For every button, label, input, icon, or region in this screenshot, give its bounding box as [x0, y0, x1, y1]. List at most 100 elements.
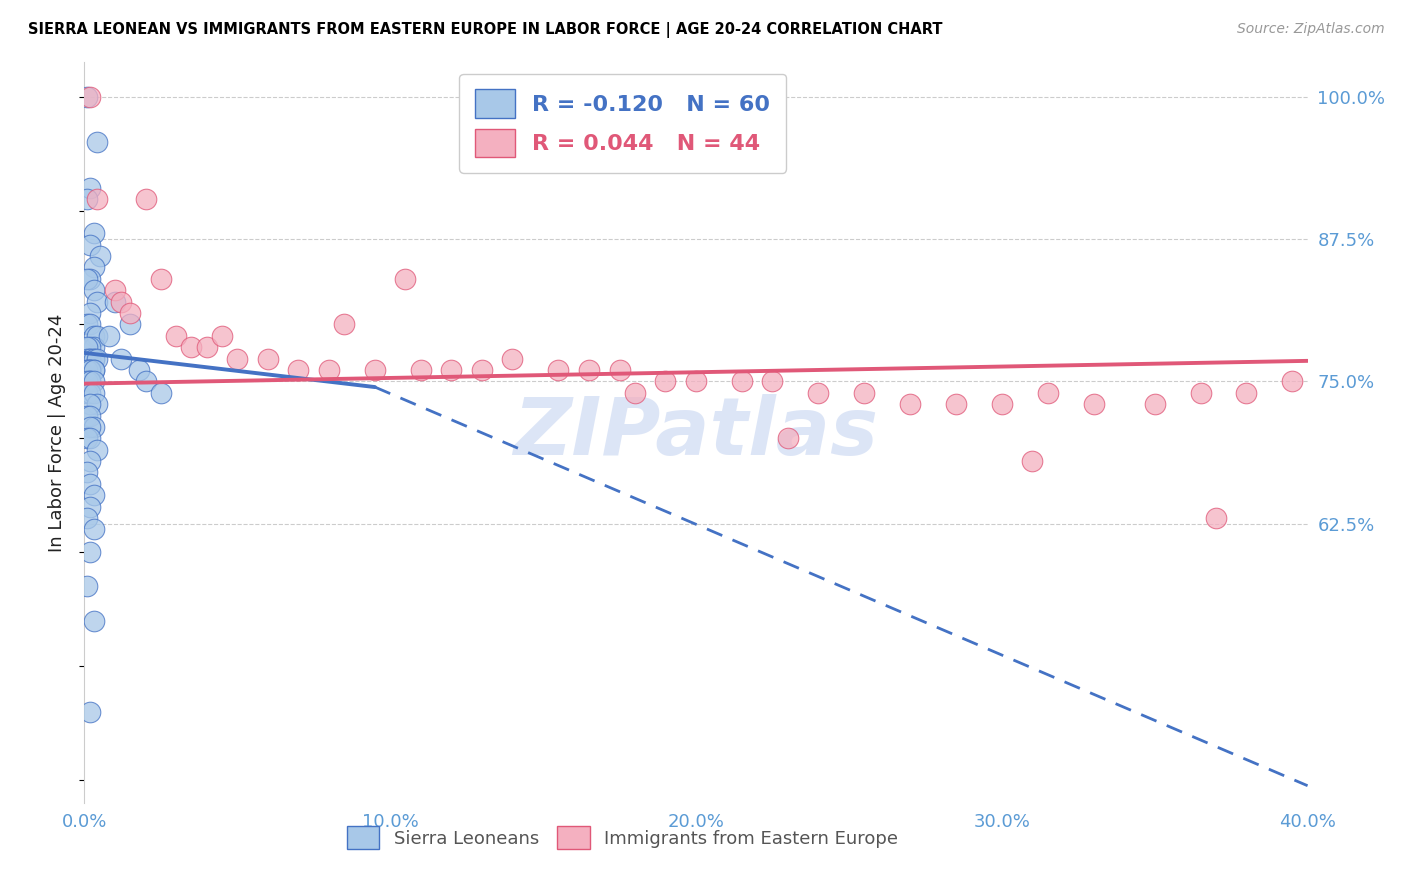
Point [79, 89, 101, 103]
Point [76, 579, 98, 593]
Point [83, 523, 105, 537]
Point [83, 420, 105, 434]
Point [1205, 511, 1227, 525]
Point [79, 363, 101, 377]
Point [120, 318, 142, 332]
Point [83, 340, 105, 354]
Point [79, 420, 101, 434]
Point [86, 351, 108, 366]
Point [83, 260, 105, 275]
Point [471, 363, 494, 377]
Point [1236, 385, 1258, 400]
Point [731, 375, 754, 389]
Point [685, 375, 707, 389]
Point [776, 431, 799, 445]
Point [79, 409, 101, 423]
Point [195, 340, 218, 354]
Point [83, 283, 105, 297]
Legend: Sierra Leoneans, Immigrants from Eastern Europe: Sierra Leoneans, Immigrants from Eastern… [340, 819, 905, 856]
Point [104, 294, 127, 309]
Point [654, 375, 676, 389]
Point [79, 180, 101, 194]
Point [76, 318, 98, 332]
Point [86, 192, 108, 206]
Point [609, 363, 631, 377]
Point [86, 328, 108, 343]
Text: SIERRA LEONEAN VS IMMIGRANTS FROM EASTERN EUROPE IN LABOR FORCE | AGE 20-24 CORR: SIERRA LEONEAN VS IMMIGRANTS FROM EASTER… [28, 22, 942, 38]
Point [83, 375, 105, 389]
Point [76, 466, 98, 480]
Point [76, 431, 98, 445]
Point [287, 363, 309, 377]
Point [578, 363, 600, 377]
Point [76, 363, 98, 377]
Point [79, 397, 101, 411]
Point [79, 375, 101, 389]
Point [79, 476, 101, 491]
Point [409, 363, 432, 377]
Point [83, 363, 105, 377]
Point [79, 545, 101, 559]
Point [83, 363, 105, 377]
Point [86, 397, 108, 411]
Point [149, 272, 172, 286]
Point [83, 351, 105, 366]
Point [135, 192, 157, 206]
Point [1189, 385, 1212, 400]
Text: ZIPatlas: ZIPatlas [513, 393, 879, 472]
Point [1143, 397, 1166, 411]
Point [79, 500, 101, 514]
Point [120, 306, 142, 320]
Point [991, 397, 1014, 411]
Point [79, 272, 101, 286]
Point [110, 294, 132, 309]
Text: Source: ZipAtlas.com: Source: ZipAtlas.com [1237, 22, 1385, 37]
Point [76, 375, 98, 389]
Point [226, 351, 249, 366]
Point [318, 363, 340, 377]
Point [83, 351, 105, 366]
Point [547, 363, 569, 377]
Point [79, 385, 101, 400]
Point [79, 375, 101, 389]
Point [86, 135, 108, 149]
Point [440, 363, 463, 377]
Point [257, 351, 280, 366]
Point [79, 363, 101, 377]
Point [624, 385, 647, 400]
Point [502, 351, 524, 366]
Point [104, 283, 127, 297]
Point [79, 306, 101, 320]
Point [76, 409, 98, 423]
Point [79, 318, 101, 332]
Point [76, 385, 98, 400]
Point [1036, 385, 1059, 400]
Point [79, 351, 101, 366]
Point [211, 328, 233, 343]
Point [165, 328, 187, 343]
Point [83, 488, 105, 502]
Point [76, 272, 98, 286]
Point [135, 375, 157, 389]
Point [79, 705, 101, 719]
Point [1021, 454, 1043, 468]
Point [761, 375, 783, 389]
Point [97, 328, 120, 343]
Point [76, 89, 98, 103]
Point [79, 351, 101, 366]
Point [83, 328, 105, 343]
Point [1281, 375, 1303, 389]
Point [807, 385, 830, 400]
Point [853, 385, 876, 400]
Point [898, 397, 921, 411]
Point [394, 272, 416, 286]
Point [83, 385, 105, 400]
Point [89, 249, 111, 263]
Point [76, 363, 98, 377]
Y-axis label: In Labor Force | Age 20-24: In Labor Force | Age 20-24 [48, 313, 66, 552]
Point [76, 511, 98, 525]
Point [83, 227, 105, 241]
Point [128, 363, 150, 377]
Point [79, 431, 101, 445]
Point [79, 363, 101, 377]
